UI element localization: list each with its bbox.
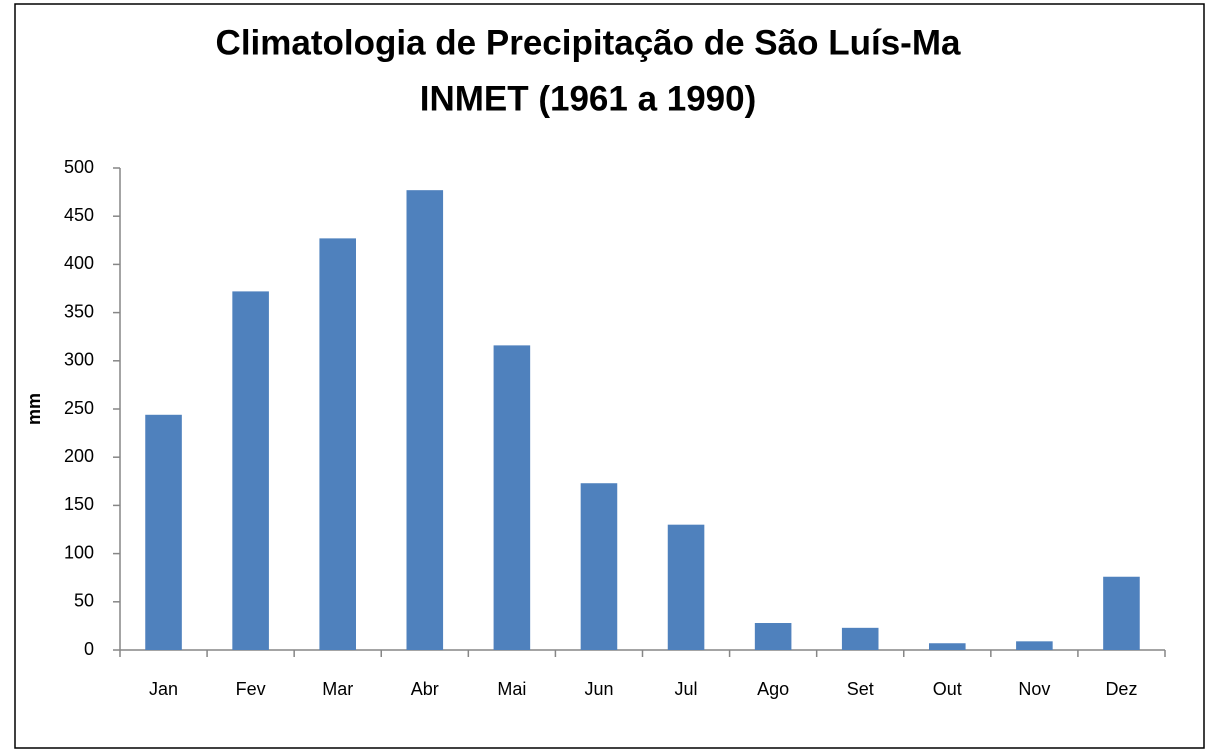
x-tick-label: Out xyxy=(933,679,962,699)
x-tick-label: Jul xyxy=(675,679,698,699)
chart-title: Climatologia de Precipitação de São Luís… xyxy=(216,23,961,62)
bar xyxy=(493,345,531,650)
bar xyxy=(1016,641,1053,650)
bar xyxy=(406,190,444,650)
bar xyxy=(667,524,705,650)
bar xyxy=(841,627,879,650)
y-tick-label: 200 xyxy=(64,446,94,466)
x-tick-label: Jan xyxy=(149,679,178,699)
bar xyxy=(754,623,792,650)
bar xyxy=(1103,576,1140,650)
x-tick-label: Fev xyxy=(236,679,266,699)
y-tick-label: 50 xyxy=(74,591,94,611)
y-tick-label: 400 xyxy=(64,253,94,273)
x-tick-label: Nov xyxy=(1018,679,1050,699)
x-tick-label: Jun xyxy=(584,679,613,699)
x-tick-label: Ago xyxy=(757,679,789,699)
x-tick-label: Set xyxy=(847,679,874,699)
x-tick-label: Abr xyxy=(411,679,439,699)
bar xyxy=(319,238,356,650)
x-tick-label: Mar xyxy=(322,679,353,699)
bar xyxy=(929,643,966,650)
y-axis-label: mm xyxy=(24,393,44,425)
bar xyxy=(145,414,182,650)
bar xyxy=(580,483,618,650)
y-tick-label: 250 xyxy=(64,398,94,418)
bar xyxy=(232,291,269,650)
y-tick-label: 150 xyxy=(64,494,94,514)
x-tick-label: Dez xyxy=(1105,679,1137,699)
y-tick-label: 500 xyxy=(64,157,94,177)
y-tick-label: 300 xyxy=(64,350,94,370)
chart-subtitle: INMET (1961 a 1990) xyxy=(420,79,757,118)
y-tick-label: 450 xyxy=(64,205,94,225)
y-tick-label: 350 xyxy=(64,301,94,321)
y-tick-label: 0 xyxy=(84,639,94,659)
x-tick-label: Mai xyxy=(497,679,526,699)
y-tick-label: 100 xyxy=(64,542,94,562)
